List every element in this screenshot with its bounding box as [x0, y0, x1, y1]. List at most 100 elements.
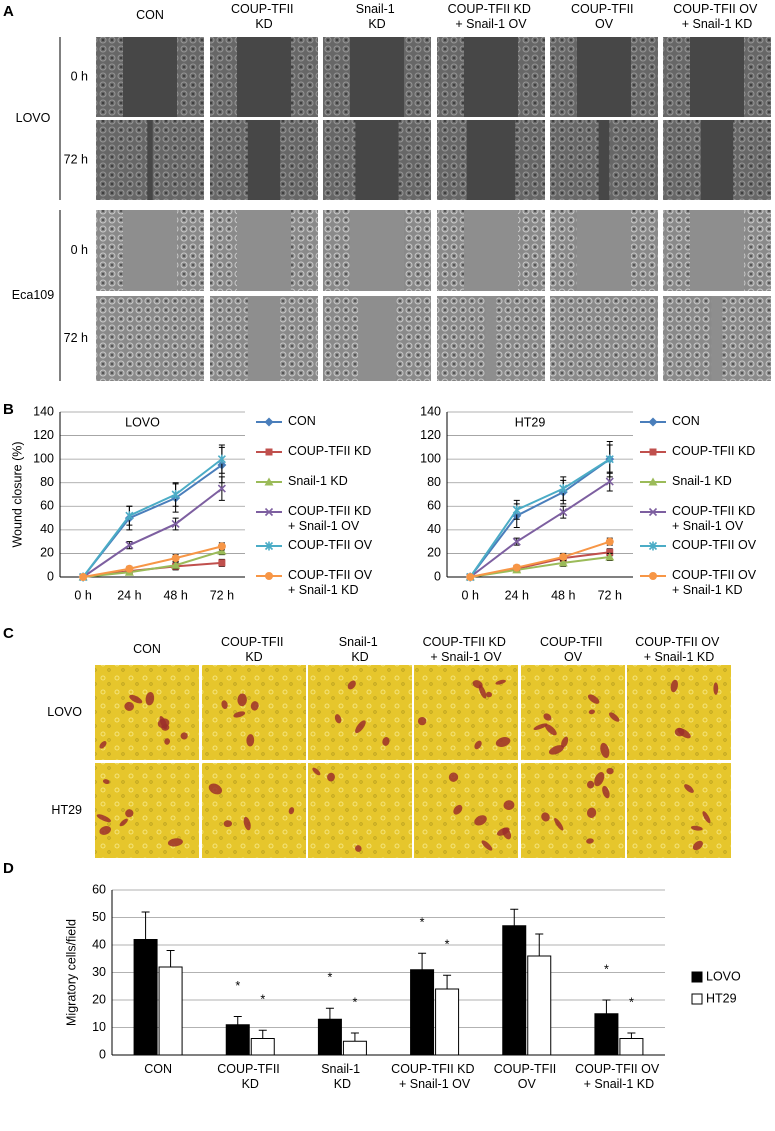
micrograph [627, 763, 731, 858]
x-tick-label: 0 h [74, 588, 91, 602]
stained-cell [99, 826, 112, 835]
marker [265, 572, 273, 580]
marker [605, 477, 614, 486]
wound [247, 296, 281, 381]
column-header: COUP-TFII OV + Snail-1 KD [635, 635, 723, 664]
legend-label: HT29 [706, 991, 737, 1005]
wound [237, 210, 291, 291]
marker [264, 541, 274, 551]
x-tick-label: CON [144, 1062, 172, 1076]
stained-cell [503, 800, 515, 811]
y-tick-label: 140 [420, 404, 441, 418]
stained-cell [690, 825, 703, 831]
column-header: COUP-TFII KD + Snail-1 OV [423, 635, 510, 664]
y-tick-label: 60 [40, 499, 54, 513]
column-header: Snail-1 KD [356, 2, 398, 31]
marker [648, 507, 658, 517]
significance: * [327, 971, 332, 985]
x-tick-label: 48 h [551, 588, 575, 602]
marker [512, 537, 521, 546]
micrograph [202, 763, 306, 858]
stained-cell [684, 784, 694, 793]
series-line [469, 458, 611, 578]
marker [265, 448, 273, 456]
x-tick-label: COUP-TFII OV [494, 1062, 560, 1091]
stained-cell [125, 809, 134, 818]
tint [210, 120, 318, 200]
time-label: 0 h [71, 69, 88, 83]
stained-cell [312, 767, 321, 776]
micrograph [414, 763, 518, 858]
wound [350, 210, 404, 291]
y-tick-label: 120 [420, 428, 441, 442]
marker [217, 546, 227, 555]
tint [550, 120, 658, 200]
wound [577, 37, 631, 117]
stained-cell [606, 767, 614, 775]
y-tick-label: 40 [92, 937, 106, 951]
stained-cell [355, 845, 362, 852]
legend-label: Snail-1 KD [288, 474, 348, 488]
micrograph [95, 665, 199, 760]
marker [648, 477, 658, 486]
y-tick-label: 120 [33, 428, 54, 442]
stained-cell [702, 811, 711, 824]
y-tick-label: 40 [40, 522, 54, 536]
stained-cell [233, 711, 246, 718]
marker [558, 558, 568, 567]
stained-cell [533, 723, 548, 730]
error-bar [602, 999, 611, 1014]
stained-cell [541, 812, 550, 822]
y-tick-label: 60 [92, 882, 106, 896]
bar [435, 988, 460, 1056]
series-line [82, 545, 223, 578]
time-label: 72 h [64, 331, 88, 345]
micrograph [96, 296, 204, 381]
stained-cell [347, 680, 356, 690]
error-bar [325, 1007, 334, 1020]
marker [171, 560, 181, 569]
x-tick-label: 24 h [505, 588, 529, 602]
wound [577, 210, 631, 291]
bar [133, 939, 158, 1056]
column-header: COUP-TFII KD + Snail-1 OV [448, 2, 535, 31]
stained-cell [221, 700, 228, 709]
marker [171, 519, 180, 529]
y-tick-label: 0 [434, 569, 441, 583]
y-tick-label: 0 [99, 1047, 106, 1061]
legend-swatch [691, 971, 703, 983]
stained-cell [554, 818, 564, 831]
column-header: COUP-TFII KD [231, 2, 297, 31]
stained-cell [223, 820, 233, 828]
column-header: COUP-TFII OV + Snail-1 KD [673, 2, 761, 31]
stained-cell [587, 694, 600, 704]
wound [350, 37, 404, 117]
stained-cell [250, 701, 259, 711]
stained-cell [670, 679, 679, 693]
significance: * [352, 995, 357, 1009]
marker [649, 448, 657, 456]
cell-line-label: LOVO [16, 111, 51, 125]
series-line [83, 550, 223, 578]
micrograph [308, 665, 412, 760]
tint [96, 120, 204, 200]
significance: * [260, 993, 265, 1007]
marker [466, 573, 475, 581]
wound [466, 120, 516, 200]
stained-cell [609, 712, 620, 722]
wound [700, 120, 734, 200]
stained-cell [129, 694, 143, 704]
bar [594, 1013, 619, 1056]
marker [648, 541, 658, 551]
marker [605, 454, 614, 464]
cell-line-label: HT29 [51, 803, 82, 817]
y-tick-label: 80 [427, 475, 441, 489]
stained-cell [208, 783, 223, 795]
bar [342, 1040, 367, 1056]
stained-cell [474, 815, 487, 826]
legend-label: CON [672, 414, 700, 428]
tint [437, 120, 545, 200]
y-tick-label: 100 [420, 451, 441, 465]
stained-cell [167, 838, 183, 847]
marker [264, 507, 274, 517]
